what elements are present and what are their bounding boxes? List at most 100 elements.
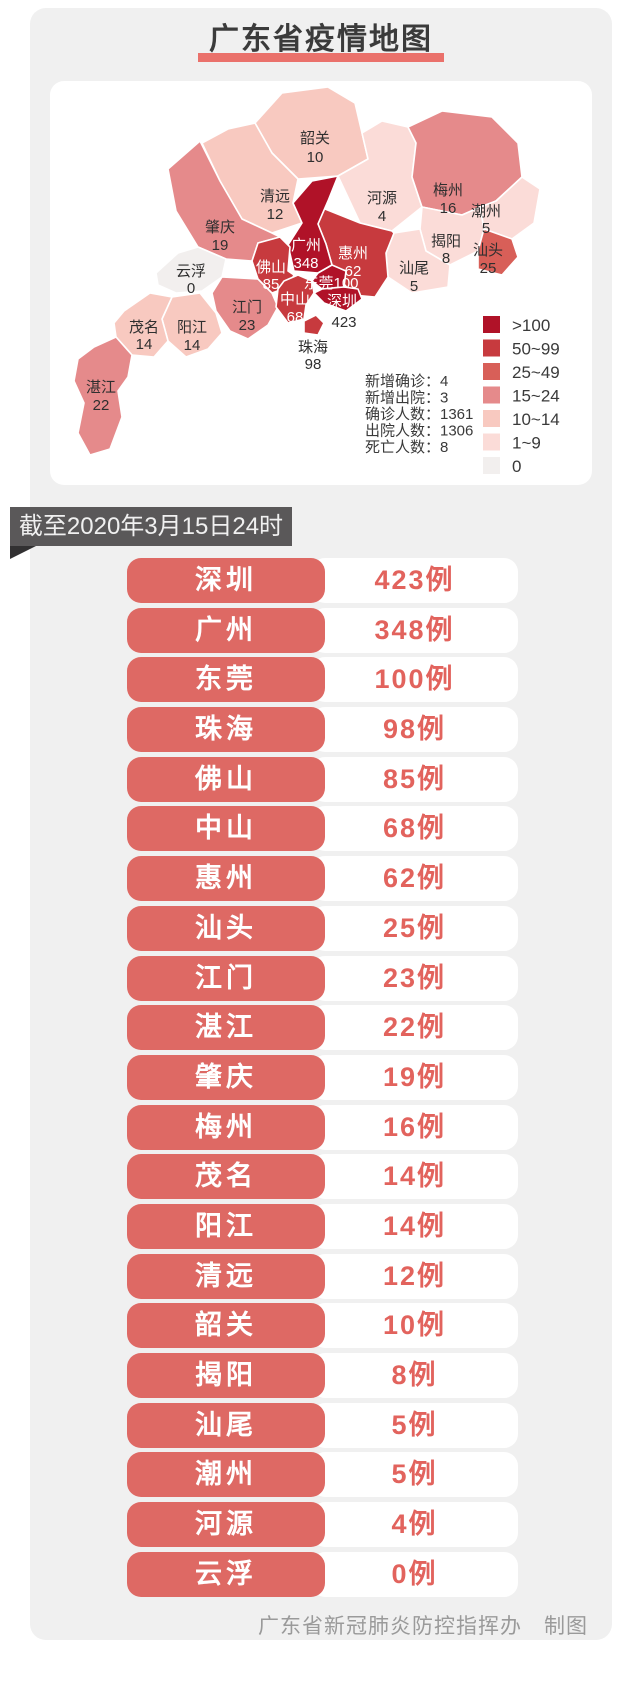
region-zhuhai [303, 314, 325, 336]
region-label-meizhou: 梅州 [433, 182, 463, 199]
case-count-cell: 68例 [311, 806, 518, 852]
city-name-cell: 韶关 [127, 1303, 325, 1349]
region-value-huizhou: 62 [345, 263, 362, 280]
region-value-yunfu: 0 [187, 280, 195, 297]
case-count-cell: 4例 [311, 1502, 518, 1548]
map-card: 韶关 10 清远 12 河源 4 梅州 16 潮州 5 揭阳 8 汕头 25 汕尾 5 肇庆 19 云浮 0 江门 23 阳… [50, 81, 592, 485]
region-value-chaozhou: 5 [482, 220, 490, 237]
city-name-cell: 梅州 [127, 1104, 325, 1150]
region-label-yangjiang: 阳江 [177, 319, 207, 336]
city-name-cell: 清远 [127, 1253, 325, 1299]
legend-label-5: 1~9 [512, 434, 541, 453]
region-value-zhaoqing: 19 [212, 237, 229, 254]
city-row: 348例 广州 [127, 607, 518, 653]
region-label-jiangmen: 江门 [232, 299, 262, 316]
city-name-cell: 深圳 [127, 558, 325, 603]
date-badge-fold [10, 546, 36, 559]
city-row: 14例 阳江 [127, 1203, 518, 1249]
region-maoming [113, 292, 173, 358]
case-count-cell: 22例 [311, 1005, 518, 1051]
region-label-huizhou: 惠州 [338, 245, 368, 262]
stat-line-0: 新增确诊：4 [365, 373, 448, 390]
case-count-cell: 100例 [311, 657, 518, 703]
region-value-foshan: 85 [263, 276, 280, 293]
region-label-shenzhen: 深圳 [327, 293, 357, 310]
city-row: 68例 中山 [127, 806, 518, 852]
case-count-cell: 85例 [311, 756, 518, 802]
region-zhanjiang [73, 336, 133, 456]
title-underline [198, 53, 444, 62]
city-row: 25例 汕头 [127, 905, 518, 951]
city-row: 423例 深圳 [127, 558, 518, 603]
case-count-cell: 23例 [311, 955, 518, 1001]
region-label-dongguan: 东莞100 [303, 275, 358, 292]
city-row: 100例 东莞 [127, 657, 518, 703]
region-guangzhou [287, 175, 339, 274]
region-label-jieyang: 揭阳 [431, 233, 461, 250]
region-label-zhaoqing: 肇庆 [205, 219, 235, 236]
legend-swatch-4 [483, 410, 500, 427]
region-value-zhongshan: 68 [287, 309, 304, 326]
legend-swatch-3 [483, 386, 500, 404]
region-label-guangzhou: 广州 [291, 237, 321, 254]
city-row: 10例 韶关 [127, 1303, 518, 1349]
city-name-cell: 潮州 [127, 1452, 325, 1498]
legend-swatch-0 [483, 316, 500, 333]
region-value-shantou: 25 [480, 260, 497, 277]
region-value-shaoguan: 10 [307, 149, 324, 166]
city-name-cell: 惠州 [127, 856, 325, 902]
region-value-qingyuan: 12 [267, 206, 284, 223]
region-value-maoming: 14 [136, 336, 153, 353]
legend-label-2: 25~49 [512, 363, 560, 382]
region-label-qingyuan: 清远 [260, 188, 290, 205]
legend-swatch-2 [483, 363, 500, 380]
city-name-cell: 汕头 [127, 905, 325, 951]
case-count-cell: 348例 [311, 607, 518, 653]
stat-line-3: 出院人数：1306 [365, 422, 473, 440]
case-count-cell: 62例 [311, 856, 518, 902]
region-value-jiangmen: 23 [239, 317, 256, 334]
city-row: 14例 茂名 [127, 1154, 518, 1200]
region-label-shaoguan: 韶关 [300, 130, 330, 147]
legend-swatch-1 [483, 339, 500, 357]
city-name-cell: 东莞 [127, 657, 325, 703]
region-shenzhen [313, 286, 363, 312]
region-value-meizhou: 16 [440, 200, 457, 217]
region-shantou [477, 228, 519, 276]
region-value-jieyang: 8 [442, 250, 450, 267]
city-row: 85例 佛山 [127, 756, 518, 802]
case-count-cell: 5例 [311, 1452, 518, 1498]
city-case-list: 423例 深圳 348例 广州 100例 东莞 98例 珠海 85例 佛山 68例 中山 62例 惠州 25… [127, 558, 518, 1601]
case-count-cell: 14例 [311, 1154, 518, 1200]
city-row: 4例 河源 [127, 1502, 518, 1548]
region-label-heyuan: 河源 [367, 190, 397, 207]
legend-label-0: >100 [512, 316, 550, 335]
footer-credit: 广东省新冠肺炎防控指挥办 制图 [258, 1610, 588, 1640]
region-label-foshan: 佛山 [256, 259, 286, 276]
date-badge: 截至2020年3月15日24时 [10, 507, 292, 546]
city-name-cell: 佛山 [127, 756, 325, 802]
legend-swatch-6 [483, 457, 500, 474]
stat-line-1: 新增出院：3 [365, 389, 448, 407]
region-label-zhanjiang: 湛江 [86, 379, 116, 396]
case-count-cell: 14例 [311, 1203, 518, 1249]
region-value-heyuan: 4 [378, 208, 386, 225]
region-value-shanwei: 5 [410, 278, 418, 295]
city-name-cell: 珠海 [127, 707, 325, 753]
date-badge-text: 截至2020年3月15日24时 [18, 513, 284, 540]
city-name-cell: 肇庆 [127, 1054, 325, 1100]
legend-swatch-5 [483, 433, 500, 451]
city-row: 12例 清远 [127, 1253, 518, 1299]
case-count-cell: 5例 [311, 1402, 518, 1448]
case-count-cell: 98例 [311, 707, 518, 753]
city-name-cell: 中山 [127, 806, 325, 852]
city-row: 98例 珠海 [127, 707, 518, 753]
case-count-cell: 0例 [311, 1551, 518, 1597]
case-count-cell: 8例 [311, 1353, 518, 1398]
region-value-zhanjiang: 22 [93, 397, 110, 414]
region-value-yangjiang: 14 [184, 337, 201, 354]
stat-line-4: 死亡人数：8 [365, 439, 448, 456]
city-name-cell: 湛江 [127, 1005, 325, 1051]
